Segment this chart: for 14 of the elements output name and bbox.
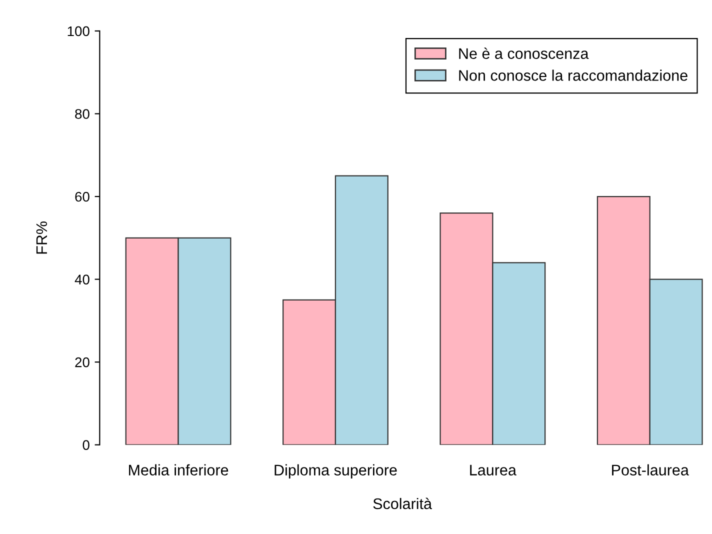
y-tick-label: 40 — [74, 274, 90, 284]
y-tick-label: 0 — [82, 440, 90, 450]
y-tick-label: 80 — [75, 109, 90, 119]
y-axis-title: FR% — [36, 221, 48, 254]
x-tick-label: Post-laurea — [612, 464, 689, 476]
y-tick-label: 60 — [75, 192, 90, 202]
y-tick-label: 100 — [68, 26, 90, 36]
x-tick-label: Diploma superiore — [274, 464, 397, 479]
x-axis-title: Scolarità — [373, 498, 432, 510]
legend-label: Non conosce la raccomandazione — [459, 70, 688, 81]
legend-label: Ne è a conoscenza — [459, 48, 589, 59]
x-tick-label: Media inferiore — [129, 464, 228, 476]
y-tick-label: 20 — [75, 357, 90, 368]
x-tick-label: Laurea — [470, 464, 516, 476]
